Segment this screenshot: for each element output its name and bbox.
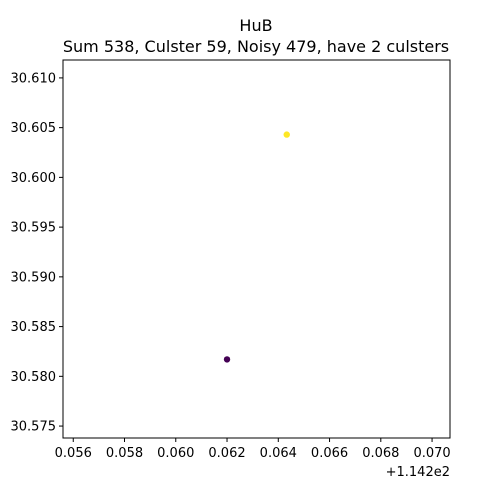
y-tick-label: 30.595: [11, 221, 57, 236]
data-point: [283, 131, 290, 138]
data-point: [223, 356, 231, 363]
y-tick-label: 30.605: [11, 121, 57, 136]
x-tick-label: 0.064: [260, 446, 297, 461]
chart-subtitle: Sum 538, Culster 59, Noisy 479, have 2 c…: [63, 37, 449, 56]
x-tick-label: 0.068: [362, 446, 399, 461]
chart-title: HuB: [239, 16, 272, 35]
y-tick-label: 30.580: [11, 370, 57, 385]
y-tick-label: 30.575: [11, 420, 57, 435]
x-tick-label: 0.066: [311, 446, 348, 461]
x-axis-offset-label: +1.142e2: [386, 465, 450, 480]
x-tick-label: 0.056: [55, 446, 92, 461]
y-tick-label: 30.600: [11, 171, 57, 186]
x-tick-label: 0.062: [208, 446, 245, 461]
y-tick-label: 30.610: [11, 71, 57, 86]
x-tick-label: 0.060: [157, 446, 194, 461]
y-tick-label: 30.585: [11, 320, 57, 335]
x-tick-label: 0.058: [106, 446, 143, 461]
plot-frame: [62, 59, 451, 439]
data-points: [223, 131, 290, 363]
axis-ticks: 0.056 0.058 0.060 0.062 0.064 0.066 0.068 0.070…: [11, 71, 451, 461]
y-tick-label: 30.590: [11, 270, 57, 285]
x-tick-label: 0.070: [413, 446, 450, 461]
